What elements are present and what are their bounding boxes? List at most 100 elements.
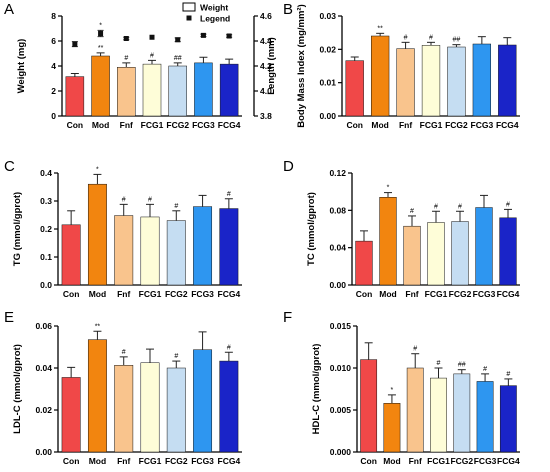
x-tick-label: Fnf	[120, 120, 133, 130]
y-axis-label: LDL-C (mmol/gprot)	[12, 344, 23, 434]
bar-fcg1	[421, 45, 441, 117]
significance-marker: #	[410, 208, 414, 215]
length-point	[98, 31, 104, 36]
x-tick-label: FCG2	[449, 289, 472, 299]
y-tick-label: 0.2	[40, 224, 52, 234]
secondary-y-tick-label: 4.4	[260, 36, 272, 46]
x-tick-label: FCG2	[450, 456, 473, 466]
x-tick-label: Con	[360, 456, 377, 466]
y-tick-label: 0.08	[329, 205, 346, 215]
bar-mod	[87, 339, 107, 453]
significance-marker: #	[413, 346, 417, 353]
bar-fnf	[403, 225, 421, 286]
significance-marker: #	[227, 344, 231, 351]
bar-fcg1	[430, 377, 447, 453]
significance-marker: #	[458, 203, 462, 210]
panel-f: F 0.000 0.005 0.010 0.015 HDL-C (mmol/gprot) C…	[283, 309, 520, 466]
bar-fcg2	[166, 220, 186, 286]
y-tick-label: 0.12	[329, 168, 346, 178]
x-tick-label: FCG2	[165, 456, 188, 466]
secondary-y-tick-label: 4.6	[260, 11, 272, 21]
x-tick-label: Mod	[89, 289, 106, 299]
bar-fnf	[406, 367, 424, 453]
x-tick-label: FCG1	[139, 456, 162, 466]
bar-fcg4	[499, 385, 517, 453]
y-tick-label: 2	[51, 86, 56, 96]
bar-mod	[370, 35, 390, 117]
bar-con	[61, 224, 81, 286]
panel-letter: C	[4, 158, 15, 175]
legend-label-weight: Weight	[200, 3, 228, 13]
significance-marker: *	[96, 166, 99, 173]
significance-marker: ##	[458, 362, 466, 369]
y-axis-label: HDL-C (mmol/gprot)	[311, 344, 322, 435]
x-tick-label: Mod	[89, 456, 106, 466]
x-tick-label: Con	[346, 120, 363, 130]
x-tick-label: FCG1	[425, 289, 448, 299]
x-tick-label: FCG2	[445, 120, 468, 130]
bar-fcg2	[166, 367, 186, 453]
y-tick-label: 0.06	[35, 321, 52, 331]
legend-swatch-legend	[186, 15, 192, 21]
bar-con	[355, 240, 373, 286]
y-tick-label: 0.0	[40, 280, 52, 290]
significance-marker: #	[483, 366, 487, 373]
significance-marker: *	[391, 387, 394, 394]
significance-marker: *	[387, 185, 390, 192]
x-tick-label: FCG1	[427, 456, 450, 466]
length-point	[123, 36, 129, 41]
significance-marker: ##	[174, 55, 182, 62]
bar-fcg4	[499, 217, 517, 286]
x-tick-label: FCG4	[497, 456, 520, 466]
x-tick-label: FCG1	[141, 120, 164, 130]
x-tick-label: Fnf	[117, 289, 130, 299]
significance-marker: #	[506, 201, 510, 208]
bar-fcg1	[140, 362, 160, 453]
significance-marker: **	[95, 323, 101, 330]
panel-a: A 0 2 4 6 8 Weight (mg) Con ** Mod # Fnf # FCG1 ## FCG2…	[4, 1, 277, 130]
y-tick-label: 6	[51, 36, 56, 46]
y-tick-label: 0.03	[319, 11, 336, 21]
bar-fcg3	[475, 207, 493, 286]
bar-con	[360, 359, 378, 453]
x-tick-label: FCG3	[192, 120, 215, 130]
bar-mod	[91, 55, 110, 117]
bar-fcg2	[451, 221, 469, 286]
y-tick-label: 0.3	[40, 196, 52, 206]
secondary-y-axis-label: Length (mm)	[266, 37, 277, 95]
bar-con	[345, 60, 364, 117]
panel-letter: B	[283, 1, 293, 18]
significance-marker: #	[150, 52, 154, 59]
bar-fcg1	[427, 222, 445, 286]
significance-marker: **	[377, 25, 383, 32]
y-tick-label: 8	[51, 11, 56, 21]
y-axis-label: Body Mass Index (mg/mm²)	[296, 4, 307, 128]
bar-fcg3	[472, 43, 492, 117]
length-significance-marker: *	[99, 22, 102, 29]
y-tick-label: 0.1	[40, 252, 52, 262]
y-tick-label: 0.010	[330, 363, 352, 373]
bar-mod	[379, 197, 397, 286]
bar-fnf	[117, 67, 136, 117]
length-point	[175, 37, 181, 43]
panel-d: D 0.00 0.04 0.08 0.12 TC (mmol/gprot) Con * Mod #…	[283, 158, 520, 299]
x-tick-label: FCG2	[165, 289, 188, 299]
secondary-y-tick-label: 3.8	[260, 111, 272, 121]
x-tick-label: FCG4	[218, 120, 241, 130]
panel-letter: E	[4, 309, 14, 326]
x-tick-label: Con	[63, 289, 80, 299]
bar-con	[61, 377, 81, 453]
panel-letter: D	[283, 158, 294, 175]
y-tick-label: 0.00	[329, 280, 346, 290]
panel-letter: F	[283, 309, 292, 326]
length-point	[226, 33, 232, 39]
length-point	[72, 41, 78, 47]
x-tick-label: FCG4	[496, 120, 519, 130]
y-tick-label: 0.00	[35, 447, 52, 457]
significance-marker: #	[122, 196, 126, 203]
significance-marker: #	[404, 34, 408, 41]
bar-fnf	[396, 48, 415, 117]
x-tick-label: FCG3	[474, 456, 497, 466]
x-tick-label: FCG1	[420, 120, 443, 130]
